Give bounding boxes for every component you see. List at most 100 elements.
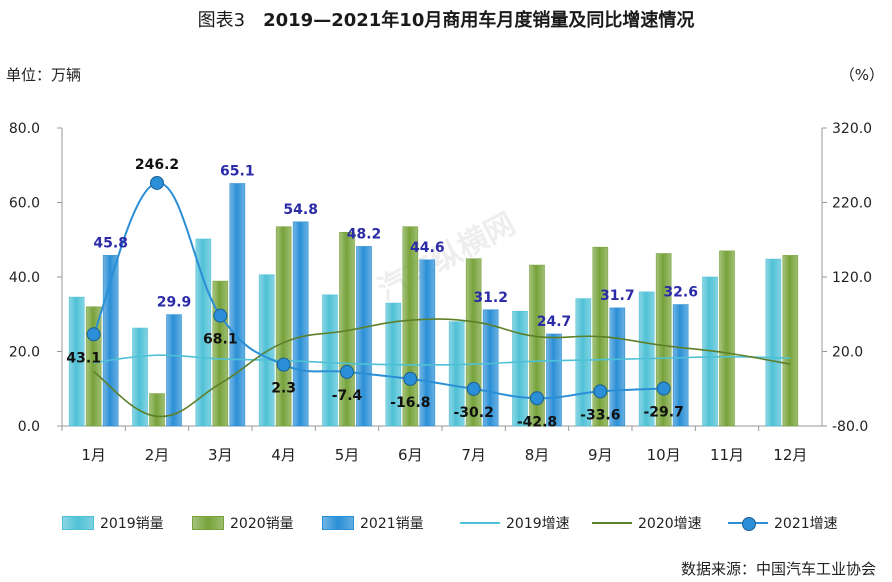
x-axis-category-label: 9月 — [588, 446, 613, 464]
bar-2020销量 — [782, 255, 799, 427]
bar-2019销量 — [765, 258, 782, 427]
bar-2021销量 — [166, 314, 182, 427]
bar-2021销量 — [292, 221, 309, 427]
legend-label: 2019销量 — [100, 516, 164, 532]
bar-2021销量 — [672, 304, 689, 427]
line-2020增速 — [93, 318, 791, 418]
bar-2019销量 — [68, 296, 85, 427]
bar-value-label-2021: 31.7 — [600, 288, 635, 304]
marker-2021增速 — [466, 381, 481, 396]
marker-2021增速 — [213, 308, 228, 323]
bar-2020销量 — [655, 253, 672, 427]
x-axis-category-label: 6月 — [398, 446, 423, 464]
bar-2021销量 — [482, 309, 499, 427]
legend-marker-dot — [742, 517, 756, 531]
marker-2021增速 — [86, 327, 101, 342]
left-axis-tick-label: 0.0 — [18, 419, 40, 435]
left-axis-tick-label: 40.0 — [9, 270, 40, 286]
x-axis-category-label: 8月 — [525, 446, 550, 464]
legend-swatch-bar — [322, 516, 354, 530]
legend-label: 2021销量 — [360, 516, 424, 532]
x-axis-category-label: 3月 — [208, 446, 233, 464]
bar-value-label-2021: 45.8 — [93, 235, 128, 251]
legend-label: 2019增速 — [506, 516, 570, 532]
marker-2021增速 — [276, 357, 291, 372]
bar-2021销量 — [229, 183, 246, 427]
chart-plot-area: 0.0 20.0 40.0 60.0 80.0 -80.0 20.0 120.0 220.0 32… — [9, 121, 872, 464]
right-axis-unit: （%） — [839, 66, 884, 84]
marker-2021增速 — [530, 391, 544, 406]
bar-value-label-2021: 54.8 — [283, 202, 318, 218]
legend-swatch-line — [460, 522, 500, 524]
bar-2019销量 — [448, 321, 465, 427]
legend-label: 2020销量 — [230, 516, 294, 532]
left-axis-unit: 单位：万辆 — [6, 66, 82, 84]
growth-label-2021: 43.1 — [66, 350, 101, 366]
bar-2020销量 — [529, 264, 545, 427]
chart-title: 图表3 2019—2021年10月商用车月度销量及同比增速情况 — [0, 6, 892, 32]
legend-item-2021销量: 2021销量 — [322, 510, 424, 536]
data-source: 数据来源：中国汽车工业协会 — [680, 560, 876, 578]
bar-2020销量 — [275, 226, 292, 427]
legend-item-2020增速: 2020增速 — [592, 510, 702, 536]
x-axis-category-label: 2月 — [145, 446, 170, 464]
marker-2021增速 — [150, 175, 164, 190]
bar-2019销量 — [258, 274, 275, 427]
right-axis-tick-label: 20.0 — [832, 345, 863, 361]
legend: 2019销量 2020销量 2021销量 2019增速 2020增速 2021增速 — [40, 510, 880, 536]
marker-2021增速 — [340, 364, 354, 379]
x-axis-category-label: 7月 — [461, 446, 486, 464]
marker-2021增速 — [403, 371, 418, 386]
bar-2021销量 — [356, 246, 372, 427]
bar-2020销量 — [149, 393, 165, 427]
bar-value-label-2021: 44.6 — [410, 240, 445, 256]
legend-swatch-line — [592, 522, 632, 524]
bar-value-label-2021: 48.2 — [347, 226, 382, 242]
growth-label-2021: -16.8 — [390, 395, 430, 411]
right-axis-tick-label: 220.0 — [832, 196, 872, 212]
bar-2019销量 — [322, 294, 338, 427]
growth-label-2021: 68.1 — [203, 332, 238, 348]
x-axis-category-label: 12月 — [773, 446, 807, 464]
legend-item-2019销量: 2019销量 — [62, 510, 164, 536]
bar-2019销量 — [132, 327, 148, 427]
bar-2021销量 — [419, 259, 436, 427]
growth-label-2021: -29.7 — [643, 405, 683, 421]
growth-label-2021: 246.2 — [135, 157, 179, 173]
left-axis-tick-label: 80.0 — [9, 121, 40, 137]
bar-2020销量 — [719, 250, 735, 427]
x-axis-category-label: 4月 — [271, 446, 296, 464]
bar-2020销量 — [212, 280, 229, 427]
left-axis-tick-label: 60.0 — [9, 196, 40, 212]
bar-2020销量 — [85, 306, 102, 427]
legend-item-2020销量: 2020销量 — [192, 510, 294, 536]
legend-swatch-line — [728, 517, 768, 531]
growth-label-2021: 2.3 — [271, 381, 296, 397]
legend-label: 2020增速 — [638, 516, 702, 532]
growth-label-2021: -7.4 — [332, 388, 363, 404]
bar-2020销量 — [465, 258, 482, 427]
bar-value-label-2021: 65.1 — [220, 164, 255, 180]
bar-value-label-2021: 31.2 — [473, 290, 508, 306]
x-axis-category-label: 11月 — [710, 446, 744, 464]
growth-label-2021: -33.6 — [580, 407, 620, 423]
bar-value-label-2021: 24.7 — [537, 314, 572, 330]
right-axis-tick-label: 320.0 — [832, 121, 872, 137]
legend-item-2021增速: 2021增速 — [728, 510, 838, 536]
legend-swatch-bar — [192, 516, 224, 530]
x-axis-category-label: 10月 — [647, 446, 681, 464]
line-2019增速 — [93, 354, 791, 366]
right-axis-tick-label: -80.0 — [832, 419, 868, 435]
chart-title-text: 2019—2021年10月商用车月度销量及同比增速情况 — [263, 10, 695, 31]
bar-2019销量 — [195, 238, 212, 427]
x-axis-category-label: 1月 — [81, 446, 106, 464]
marker-2021增速 — [593, 384, 608, 399]
bar-value-label-2021: 29.9 — [157, 295, 192, 311]
right-axis-tick-label: 120.0 — [832, 270, 872, 286]
bar-2019销量 — [512, 310, 528, 427]
legend-item-2019增速: 2019增速 — [460, 510, 570, 536]
figure-number: 图表3 — [197, 10, 246, 31]
legend-swatch-bar — [62, 516, 94, 530]
marker-2021增速 — [656, 381, 671, 396]
legend-label: 2021增速 — [774, 516, 838, 532]
